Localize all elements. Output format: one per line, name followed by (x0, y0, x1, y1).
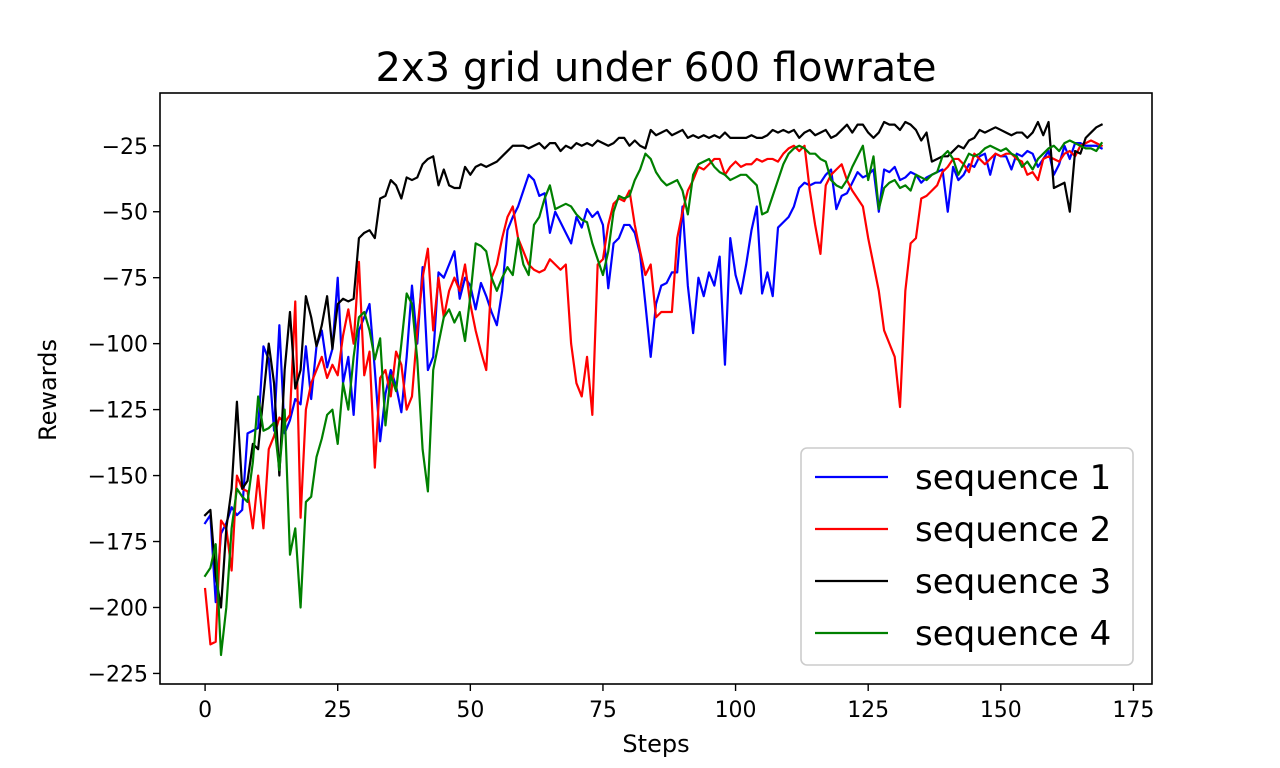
legend-box (800, 447, 1134, 666)
legend: sequence 1 sequence 2 sequence 3 sequence 4 (800, 447, 1134, 666)
y-tick-label: −75 (102, 267, 148, 292)
legend-label: sequence 3 (915, 562, 1111, 602)
x-tick-label: 0 (198, 698, 212, 723)
series-layer (203, 120, 1104, 657)
x-tick-label: 150 (980, 698, 1022, 723)
y-tick-label: −50 (102, 201, 148, 226)
x-tick-label: 50 (456, 698, 484, 723)
legend-label: sequence 4 (915, 614, 1111, 654)
legend-label: sequence 2 (915, 510, 1111, 550)
y-tick-label: −200 (88, 596, 148, 621)
y-tick-label: −100 (88, 333, 148, 358)
y-tick-label: −150 (88, 465, 148, 490)
x-tick-label: 175 (1112, 698, 1154, 723)
y-tick-label: −25 (102, 135, 148, 160)
series-line-2 (203, 139, 1104, 646)
chart-title: 2x3 grid under 600 flowrate (376, 45, 937, 91)
x-tick-label: 125 (847, 698, 889, 723)
series-line-1 (203, 142, 1104, 604)
legend-label: sequence 1 (915, 458, 1111, 498)
series-line-4 (203, 139, 1104, 657)
series-line-3 (203, 120, 1104, 609)
plot-frame (159, 92, 1153, 685)
x-axis-label: Steps (622, 730, 689, 758)
y-tick-label: −125 (88, 399, 148, 424)
x-tick-label: 75 (589, 698, 617, 723)
y-tick-label: −175 (88, 531, 148, 556)
y-tick-label: −225 (88, 662, 148, 687)
y-axis: −225 −200 −175 −150 −125 −100 −75 −50 −25 (88, 135, 160, 687)
y-axis-label: Rewards (34, 339, 62, 441)
x-tick-label: 100 (715, 698, 757, 723)
x-axis: 0 25 50 75 100 125 150 175 (198, 684, 1154, 723)
x-tick-label: 25 (324, 698, 352, 723)
